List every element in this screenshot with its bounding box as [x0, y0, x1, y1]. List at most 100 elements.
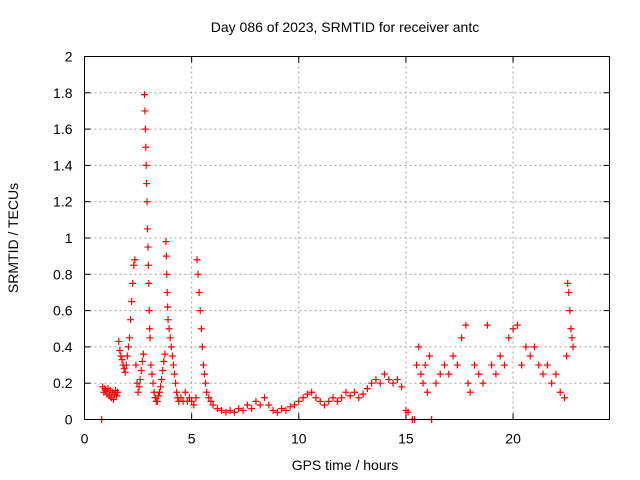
data-point — [389, 379, 397, 387]
y-tick-label: 1.6 — [53, 121, 73, 137]
data-point — [548, 379, 556, 387]
data-point — [109, 396, 117, 404]
data-point — [381, 370, 388, 378]
data-point — [243, 401, 251, 409]
data-point — [164, 316, 172, 324]
data-point — [286, 403, 294, 411]
data-point — [333, 397, 341, 405]
data-point — [488, 361, 496, 369]
data-point — [235, 405, 243, 413]
grid — [84, 56, 610, 420]
data-point — [190, 401, 198, 409]
data-point — [342, 388, 350, 396]
data-point — [432, 379, 440, 387]
data-point — [252, 397, 260, 405]
data-point — [149, 379, 157, 387]
data-point — [568, 334, 576, 342]
data-point — [291, 401, 298, 409]
data-point — [137, 366, 145, 374]
data-point — [113, 392, 121, 400]
data-point — [160, 357, 168, 365]
chart-title: Day 086 of 2023, SRMTID for receiver ant… — [211, 19, 479, 35]
data-point — [115, 337, 123, 345]
data-point — [453, 361, 461, 369]
y-tick-label: 1.8 — [53, 85, 73, 101]
data-point — [417, 370, 425, 378]
data-point — [445, 370, 453, 378]
data-point — [273, 408, 281, 416]
y-tick-label: 0.2 — [53, 375, 73, 391]
data-point — [248, 405, 256, 413]
data-point — [421, 361, 429, 369]
data-point — [567, 325, 575, 333]
data-point — [213, 405, 221, 413]
data-point — [135, 383, 143, 391]
data-point — [256, 401, 264, 409]
data-point — [139, 350, 147, 358]
x-axis-label: GPS time / hours — [292, 457, 399, 473]
data-point — [121, 368, 129, 376]
data-point — [423, 388, 431, 396]
y-axis-label: SRMTID / TECUs — [5, 183, 21, 293]
data-point — [316, 397, 324, 405]
data-point — [419, 379, 427, 387]
data-point — [209, 401, 217, 409]
data-point — [239, 406, 247, 414]
data-point — [118, 356, 126, 364]
data-point — [295, 397, 303, 405]
data-point — [321, 401, 328, 409]
data-point — [141, 125, 149, 133]
data-point — [165, 325, 173, 333]
data-point — [222, 408, 230, 416]
data-point — [143, 180, 151, 188]
data-point — [138, 357, 146, 365]
data-point — [164, 303, 172, 311]
data-point — [133, 379, 141, 387]
data-point — [132, 361, 140, 369]
data-point — [145, 279, 153, 287]
data-point — [441, 361, 448, 369]
data-point — [153, 397, 161, 405]
data-point — [398, 383, 406, 391]
data-point — [466, 388, 474, 396]
data-point — [201, 370, 208, 378]
data-point — [535, 361, 543, 369]
data-point — [167, 343, 175, 351]
data-point — [539, 370, 547, 378]
data-point — [147, 361, 155, 369]
data-point — [203, 388, 211, 396]
data-point — [156, 388, 163, 396]
y-tick-label: 0 — [65, 412, 73, 428]
data-point — [141, 107, 149, 115]
data-point — [355, 394, 363, 402]
data-point — [505, 334, 513, 342]
data-point — [161, 350, 169, 358]
data-point — [265, 401, 273, 409]
data-point — [569, 343, 577, 351]
data-point — [148, 370, 156, 378]
y-tick-label: 1.2 — [53, 194, 73, 210]
data-point — [136, 376, 144, 384]
data-point — [122, 361, 130, 369]
data-point — [197, 325, 205, 333]
data-point — [566, 307, 574, 315]
data-point — [479, 379, 487, 387]
data-point — [158, 376, 166, 384]
data-point — [124, 343, 132, 351]
data-point — [123, 352, 131, 360]
data-point — [359, 390, 367, 398]
data-point — [563, 352, 571, 360]
data-point — [368, 379, 376, 387]
data-point — [162, 238, 170, 246]
y-tick-label: 2 — [65, 49, 73, 65]
data-point — [299, 394, 307, 402]
data-point — [163, 270, 171, 278]
data-point — [526, 352, 534, 360]
data-point — [117, 352, 125, 360]
x-tick-label: 20 — [505, 431, 521, 447]
data-point — [146, 334, 154, 342]
data-point — [154, 392, 162, 400]
data-point — [404, 408, 412, 416]
data-point — [565, 288, 573, 296]
